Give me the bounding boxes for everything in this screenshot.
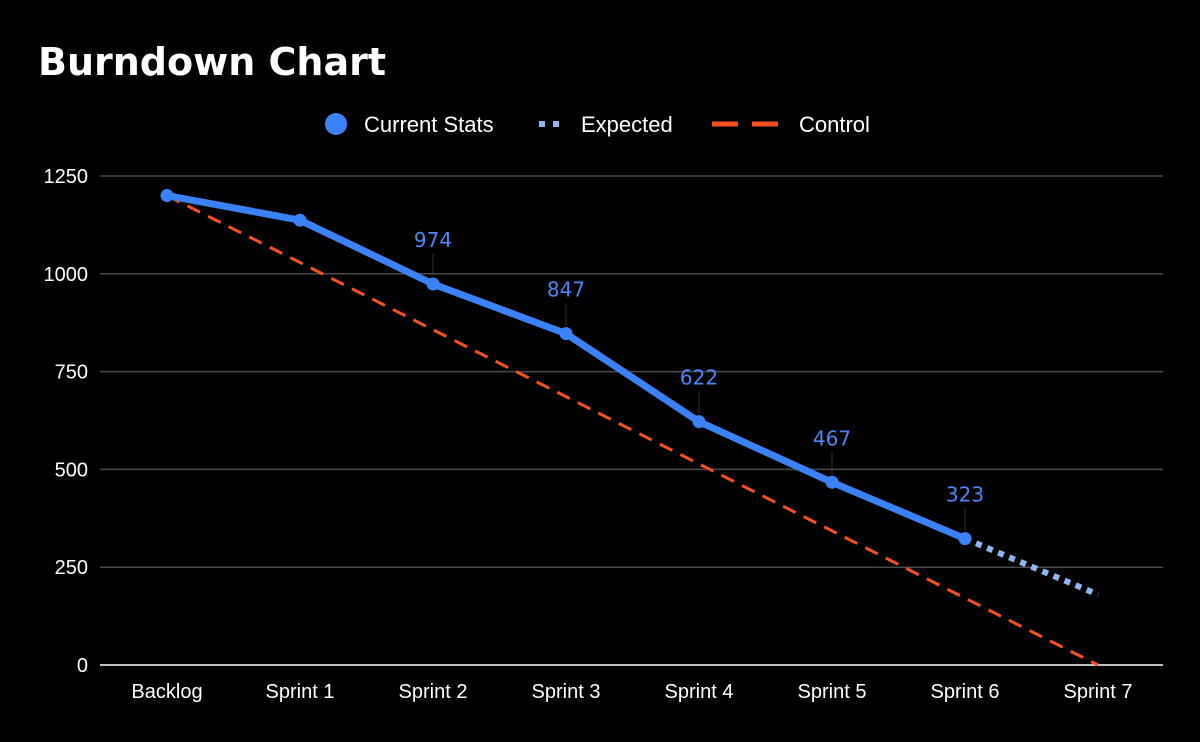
data-point — [293, 213, 307, 227]
legend-label-expected: Expected — [581, 112, 673, 137]
y-tick-label: 500 — [55, 459, 88, 481]
data-label: 622 — [680, 366, 718, 390]
x-axis: Backlog Sprint 1 Sprint 2 Sprint 3 Sprint 4 S… — [100, 664, 1163, 703]
data-point — [160, 189, 174, 203]
series-line-current-stats — [163, 192, 969, 543]
gridlines — [100, 175, 1163, 568]
legend-marker-current-stats — [325, 113, 347, 135]
data-point — [559, 327, 573, 341]
data-point — [426, 277, 440, 291]
legend-label-current-stats: Current Stats — [364, 112, 494, 137]
data-point — [825, 475, 839, 489]
y-tick-label: 1250 — [44, 166, 89, 188]
data-label: 847 — [547, 278, 585, 302]
legend: Current Stats Expected Control — [325, 112, 870, 137]
y-tick-label: 1000 — [44, 264, 89, 286]
x-tick-label: Sprint 1 — [266, 681, 335, 703]
series-line-control — [166, 194, 1099, 667]
y-axis: 0 250 500 750 1000 1250 — [44, 166, 89, 677]
x-tick-label: Sprint 2 — [399, 681, 468, 703]
y-tick-label: 0 — [77, 655, 88, 677]
x-tick-label: Sprint 4 — [665, 681, 734, 703]
data-point — [958, 532, 972, 546]
y-tick-label: 750 — [55, 362, 88, 384]
data-label: 974 — [414, 228, 452, 252]
x-tick-label: Backlog — [131, 681, 202, 703]
y-tick-label: 250 — [55, 557, 88, 579]
data-label: 467 — [813, 426, 851, 450]
chart-title: Burndown Chart — [38, 40, 386, 84]
plot-area: 974 847 622 467 323 — [160, 189, 1100, 667]
series-line-expected — [963, 535, 1100, 598]
x-tick-label: Sprint 3 — [532, 681, 601, 703]
x-tick-label: Sprint 6 — [931, 681, 1000, 703]
data-point — [692, 415, 706, 429]
data-label: 323 — [946, 483, 984, 507]
x-tick-label: Sprint 7 — [1064, 681, 1133, 703]
legend-label-control: Control — [799, 112, 870, 137]
x-tick-label: Sprint 5 — [798, 681, 867, 703]
